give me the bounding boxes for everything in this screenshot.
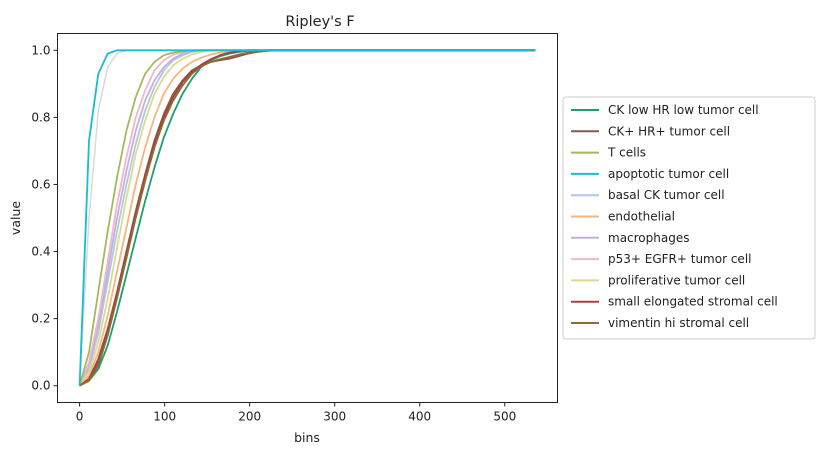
legend-label: basal CK tumor cell — [608, 188, 725, 202]
legend-label: small elongated stromal cell — [608, 295, 778, 309]
series-line-7 — [78, 49, 536, 387]
y-axis: 0.0 0.2 0.4 0.6 0.8 1.0 — [31, 43, 58, 393]
series-line-4 — [78, 49, 536, 387]
legend: CK low HR low tumor cell CK+ HR+ tumor ce… — [562, 96, 816, 340]
x-tick-label: 300 — [323, 410, 346, 424]
legend-label: proliferative tumor cell — [608, 273, 745, 287]
plot-lines — [78, 49, 536, 387]
legend-label: macrophages — [608, 231, 689, 245]
legend-label: CK+ HR+ tumor cell — [608, 124, 730, 138]
x-tick-label: 500 — [493, 410, 516, 424]
x-tick-label: 0 — [76, 410, 84, 424]
legend-frame — [562, 96, 816, 340]
series-line-5 — [78, 49, 536, 387]
legend-label: CK low HR low tumor cell — [608, 103, 759, 117]
plot-frame — [57, 33, 558, 403]
y-axis-label: value — [8, 201, 23, 235]
x-tick-label: 400 — [408, 410, 431, 424]
x-tick-label: 100 — [153, 410, 176, 424]
series-line-10 — [79, 49, 536, 387]
series-line-2 — [78, 49, 536, 386]
series-line-3 — [78, 49, 536, 386]
series-line-1 — [79, 49, 536, 387]
legend-label: vimentin hi stromal cell — [608, 316, 749, 330]
y-tick-label: 0.6 — [31, 177, 50, 191]
series-line-9 — [79, 49, 536, 387]
y-tick-label: 0.2 — [31, 312, 50, 326]
chart-title: Ripley's F — [285, 14, 354, 30]
x-axis-label: bins — [294, 430, 320, 445]
legend-label: p53+ EGFR+ tumor cell — [608, 252, 751, 266]
series-line-6 — [78, 49, 536, 387]
legend-label: T cells — [607, 146, 646, 160]
y-tick-label: 1.0 — [31, 43, 50, 57]
y-tick-label: 0.0 — [31, 379, 50, 393]
y-tick-label: 0.8 — [31, 110, 50, 124]
y-tick-label: 0.4 — [31, 245, 50, 259]
series-line-0 — [79, 49, 536, 387]
series-line-8 — [78, 49, 536, 387]
x-axis: 0 100 200 300 400 500 — [76, 402, 516, 424]
legend-label: endothelial — [608, 210, 675, 224]
legend-label: apoptotic tumor cell — [608, 167, 729, 181]
x-tick-label: 200 — [238, 410, 261, 424]
